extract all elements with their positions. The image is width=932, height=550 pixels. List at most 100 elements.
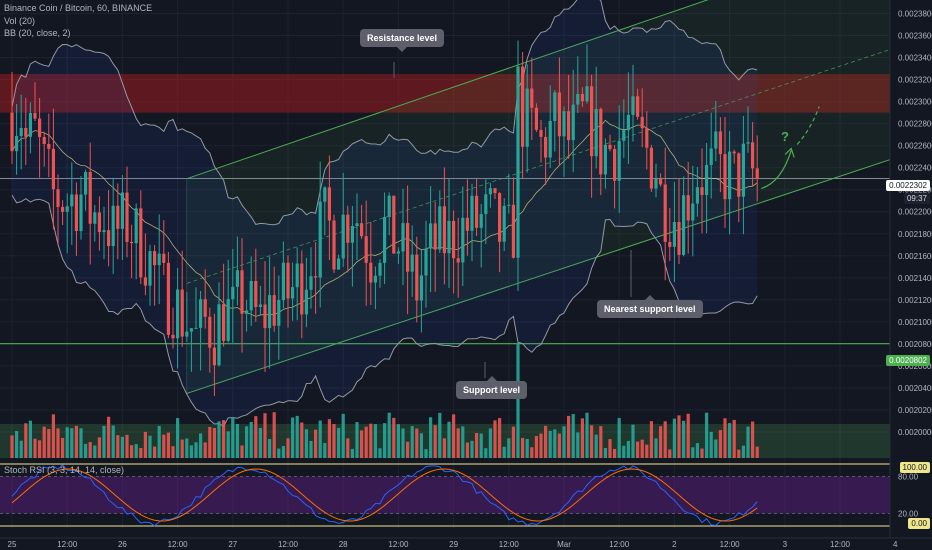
countdown-tag: 09:37 — [903, 193, 930, 204]
candle-body — [539, 129, 543, 137]
candle-body — [355, 223, 359, 227]
candle-body — [208, 316, 212, 348]
resistance-callout: Resistance level — [360, 29, 445, 52]
candle-body — [350, 226, 354, 243]
candle-body — [61, 206, 65, 212]
volume-bar — [10, 435, 14, 458]
volume-bar — [456, 428, 460, 458]
candle-body — [668, 241, 672, 247]
candle-body — [19, 127, 23, 137]
candle-body — [314, 276, 318, 278]
candle-body — [148, 251, 152, 286]
volume-bar — [392, 417, 396, 458]
candle-body — [93, 212, 97, 224]
volume-bar — [479, 433, 483, 458]
volume-bar — [378, 448, 382, 458]
last-price-tag: 0.0022302 — [886, 180, 930, 191]
candle-body — [97, 212, 101, 233]
candle-body — [383, 216, 387, 263]
candle-body — [258, 304, 262, 307]
volume-bar — [19, 440, 23, 458]
volume-bar — [61, 437, 65, 458]
candle-body — [553, 92, 557, 121]
volume-bar — [682, 420, 686, 458]
stoch-upper-tag: 100.00 — [899, 462, 930, 473]
volume-bar — [300, 422, 304, 458]
volume-bar — [640, 439, 644, 458]
candle-body — [304, 289, 308, 315]
candle-body — [15, 136, 19, 152]
candle-body — [484, 194, 488, 215]
volume-bar — [516, 343, 520, 458]
candle-body — [401, 223, 405, 252]
stoch-band — [0, 476, 890, 514]
volume-bar — [746, 426, 750, 458]
candle-body — [38, 118, 42, 137]
volume-bar — [116, 435, 120, 458]
volume-bar — [608, 439, 612, 458]
volume-bar — [176, 418, 180, 458]
volume-bar — [649, 421, 653, 458]
channel-upper-line — [186, 0, 709, 180]
candle-body — [544, 136, 548, 158]
volume-bar — [548, 430, 552, 458]
candle-body — [392, 195, 396, 254]
candle-body — [120, 192, 124, 229]
candle-body — [74, 194, 78, 232]
volume-bar — [263, 413, 267, 458]
candle-body — [507, 204, 511, 206]
volume-bar — [580, 418, 584, 458]
candle-body — [387, 195, 391, 217]
resistance-zone — [0, 74, 890, 113]
volume-bar — [410, 426, 414, 458]
volume-bar — [38, 440, 42, 458]
candle-body — [718, 131, 722, 155]
volume-bar — [212, 428, 216, 458]
price-tick-label: 0.0020000 — [898, 428, 932, 437]
candle-body — [47, 143, 51, 149]
candle-body — [562, 111, 566, 137]
candles — [10, 40, 759, 397]
candle-body — [488, 188, 492, 195]
volume-bar — [714, 439, 718, 458]
candle-body — [360, 223, 364, 237]
volume-bar — [323, 442, 327, 458]
time-tick-label: 25 — [8, 540, 17, 549]
volume-bar — [166, 432, 170, 458]
volume-bar — [295, 415, 299, 458]
volume-bar — [571, 414, 575, 458]
volume-bar — [332, 424, 336, 458]
volume-bar — [585, 412, 589, 458]
candle-body — [88, 171, 92, 224]
volume-bar — [47, 429, 51, 458]
forecast-arrowhead — [784, 147, 795, 158]
stoch-d-line — [11, 468, 758, 522]
candle-body — [10, 112, 14, 152]
volume-bar — [447, 421, 451, 458]
candle-body — [640, 116, 644, 129]
candle-body — [245, 310, 249, 314]
volume-bar — [369, 423, 373, 458]
bb-legend: BB (20, close, 2) — [4, 28, 71, 38]
volume-bar — [185, 438, 189, 458]
candle-body — [42, 136, 46, 144]
time-tick-label: 12:00 — [278, 540, 299, 549]
candle-body — [277, 300, 281, 326]
zones — [0, 74, 890, 458]
volume-bar — [258, 427, 262, 458]
volume-bar — [567, 415, 571, 458]
volume-bar — [576, 432, 580, 458]
volume-bar — [723, 418, 727, 458]
volume-bar — [199, 433, 203, 458]
candle-body — [424, 248, 428, 276]
candle-body — [659, 178, 663, 185]
